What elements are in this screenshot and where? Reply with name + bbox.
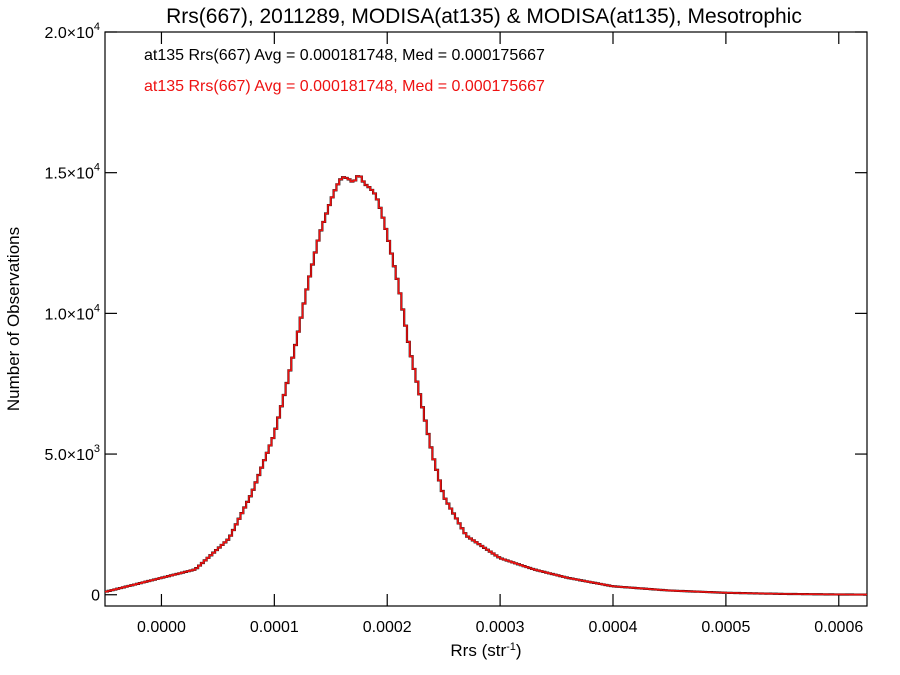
x-axis-label: Rrs (str-1) bbox=[450, 641, 521, 660]
y-tick-label: 5.0×103 bbox=[44, 443, 100, 464]
x-tick-label: 0.0002 bbox=[363, 619, 412, 636]
x-tick-label: 0.0000 bbox=[137, 619, 186, 636]
annotation-black: at135 Rrs(667) Avg = 0.000181748, Med = … bbox=[144, 47, 545, 64]
y-axis-label: Number of Observations bbox=[4, 227, 23, 411]
y-axis-ticks: 0 5.0×103 1.0×104 1.5×104 2.0×104 bbox=[44, 21, 867, 605]
y-tick-label: 1.0×104 bbox=[44, 302, 100, 323]
chart-title: Rrs(667), 2011289, MODISA(at135) & MODIS… bbox=[166, 5, 802, 28]
x-tick-label: 0.0006 bbox=[814, 619, 863, 636]
series-line-red bbox=[105, 175, 867, 596]
x-tick-label: 0.0001 bbox=[250, 619, 299, 636]
series-layer bbox=[105, 175, 867, 596]
annotation-red: at135 Rrs(667) Avg = 0.000181748, Med = … bbox=[144, 78, 545, 95]
y-tick-label: 1.5×104 bbox=[44, 162, 100, 183]
series-line-black bbox=[105, 175, 867, 596]
x-axis-ticks: 0.0000 0.0001 0.0002 0.0003 0.0004 0.0005 0.00… bbox=[137, 32, 863, 636]
y-tick-label: 0 bbox=[91, 588, 100, 605]
y-tick-label: 2.0×104 bbox=[44, 21, 100, 42]
x-tick-label: 0.0003 bbox=[476, 619, 525, 636]
plot-frame bbox=[104, 31, 868, 607]
x-tick-label: 0.0004 bbox=[589, 619, 638, 636]
x-tick-label: 0.0005 bbox=[701, 619, 750, 636]
